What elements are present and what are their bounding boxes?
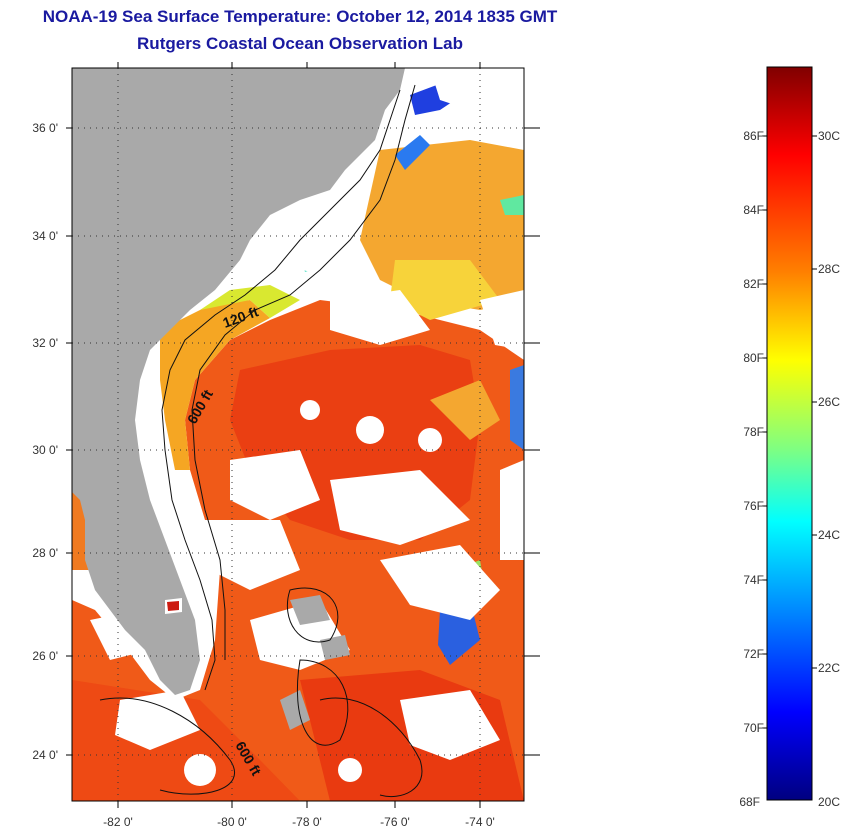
map-frame [66, 62, 540, 808]
lon-label: -80 0' [217, 815, 247, 829]
lat-label: 32 0' [32, 336, 58, 350]
colorbar-f-label: 78F [743, 425, 764, 439]
colorbar-c-label: 24C [818, 528, 840, 542]
colorbar-gradient [766, 66, 813, 801]
lon-label: -74 0' [465, 815, 495, 829]
lon-label: -76 0' [380, 815, 410, 829]
colorbar-f-label: 68F [739, 795, 760, 809]
map-subtitle: Rutgers Coastal Ocean Observation Lab [137, 34, 463, 53]
colorbar-f-label: 84F [743, 203, 764, 217]
lat-label: 24 0' [32, 748, 58, 762]
colorbar-c-label: 28C [818, 262, 840, 276]
colorbar-f-label: 86F [743, 129, 764, 143]
colorbar-c-label: 20C [818, 795, 840, 809]
lat-label: 36 0' [32, 121, 58, 135]
colorbar-c-label: 22C [818, 661, 840, 675]
lat-label: 34 0' [32, 229, 58, 243]
graticule [72, 68, 524, 801]
lon-axis: -82 0' -80 0' -78 0' -76 0' -74 0' [103, 815, 495, 829]
lat-label: 26 0' [32, 649, 58, 663]
depth-contours [99, 84, 423, 798]
land [72, 68, 405, 730]
colorbar-f-label: 74F [743, 573, 764, 587]
sst-shelf-band [160, 140, 524, 470]
colorbar-f-label: 76F [743, 499, 764, 513]
colorbar-c-label: 30C [818, 129, 840, 143]
map-title: NOAA-19 Sea Surface Temperature: October… [42, 7, 558, 26]
map-panel: 120 ft 600 ft 600 ft [72, 68, 524, 801]
colorbar-f-label: 82F [743, 277, 764, 291]
lat-label: 28 0' [32, 546, 58, 560]
colorbar-f-label: 70F [743, 721, 764, 735]
lat-axis: 36 0' 34 0' 32 0' 30 0' 28 0' 26 0' 24 0… [32, 121, 58, 762]
colorbar: 86F 84F 82F 80F 78F 76F 74F 72F 70F 68F … [739, 66, 840, 809]
colorbar-f-label: 80F [743, 351, 764, 365]
lat-label: 30 0' [32, 443, 58, 457]
lon-label: -82 0' [103, 815, 133, 829]
colorbar-f-label: 72F [743, 647, 764, 661]
lon-label: -78 0' [292, 815, 322, 829]
colorbar-c-label: 26C [818, 395, 840, 409]
